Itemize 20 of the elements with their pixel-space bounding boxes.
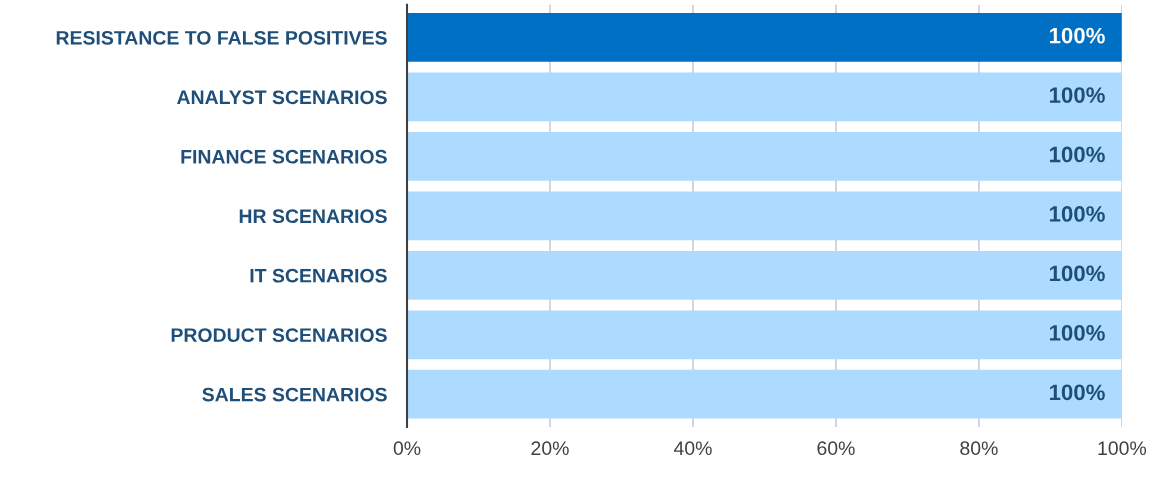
y-tick-label: FINANCE SCENARIOS — [181, 149, 387, 164]
data-label: 100% — [1049, 146, 1105, 163]
data-label: 100% — [1049, 206, 1105, 222]
data-label: 100% — [1049, 324, 1105, 341]
data-label: 100% — [1049, 27, 1105, 44]
y-tick-label: ANALYST SCENARIOS — [176, 90, 387, 105]
x-tick-label: 60% — [817, 441, 855, 456]
x-tick-label: 20% — [531, 441, 569, 456]
x-tick-label: 0% — [393, 441, 421, 456]
y-tick-label: HR SCENARIOS — [239, 209, 387, 224]
x-tick-label: 40% — [673, 441, 712, 456]
data-label: 100% — [1049, 384, 1105, 401]
y-tick-label: IT SCENARIOS — [250, 268, 387, 283]
y-tick-label: RESISTANCE TO FALSE POSITIVES — [56, 30, 387, 45]
x-tick-label: 80% — [960, 441, 998, 456]
y-tick-label: PRODUCT SCENARIOS — [171, 328, 387, 342]
y-tick-label: SALES SCENARIOS — [202, 387, 387, 402]
data-label: 100% — [1049, 87, 1105, 103]
data-label: 100% — [1049, 265, 1105, 282]
x-tick-label: 100% — [1098, 441, 1147, 456]
